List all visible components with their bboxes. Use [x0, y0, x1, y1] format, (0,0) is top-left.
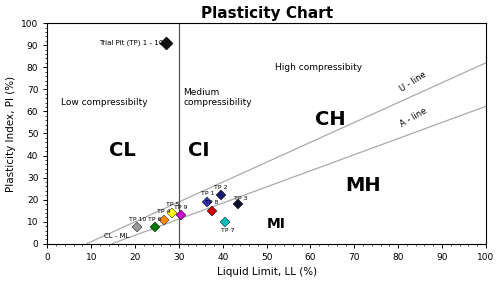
- Text: MH: MH: [346, 176, 381, 195]
- Text: TP 3: TP 3: [234, 196, 247, 201]
- Text: CL: CL: [109, 141, 136, 160]
- Text: CL - ML: CL - ML: [104, 233, 130, 239]
- Text: TP 1: TP 1: [200, 191, 214, 196]
- Text: TP 4: TP 4: [157, 209, 170, 214]
- Title: Plasticity Chart: Plasticity Chart: [200, 6, 332, 21]
- Text: TP 6: TP 6: [148, 217, 162, 222]
- Text: CH: CH: [315, 110, 346, 129]
- Text: Medium
compressibility: Medium compressibility: [184, 88, 252, 107]
- Text: TP 8: TP 8: [205, 200, 218, 205]
- Text: TP 7: TP 7: [221, 228, 234, 233]
- Text: TP 5: TP 5: [166, 202, 179, 207]
- X-axis label: Liquid Limit, LL (%): Liquid Limit, LL (%): [216, 267, 316, 277]
- Text: Low compressibilty: Low compressibilty: [60, 98, 147, 107]
- Text: A - line: A - line: [398, 107, 428, 129]
- Text: High compressibity: High compressibity: [276, 63, 362, 72]
- Text: TP 9: TP 9: [174, 205, 188, 210]
- Y-axis label: Plasticity Index, PI (%): Plasticity Index, PI (%): [6, 76, 16, 192]
- Text: TP 2: TP 2: [214, 185, 228, 190]
- Text: TP 10: TP 10: [128, 217, 146, 222]
- Text: Trial Pit (TP) 1 - 10: Trial Pit (TP) 1 - 10: [100, 40, 164, 46]
- Text: MI: MI: [266, 216, 285, 231]
- Text: U - line: U - line: [398, 70, 428, 94]
- Text: CI: CI: [188, 141, 209, 160]
